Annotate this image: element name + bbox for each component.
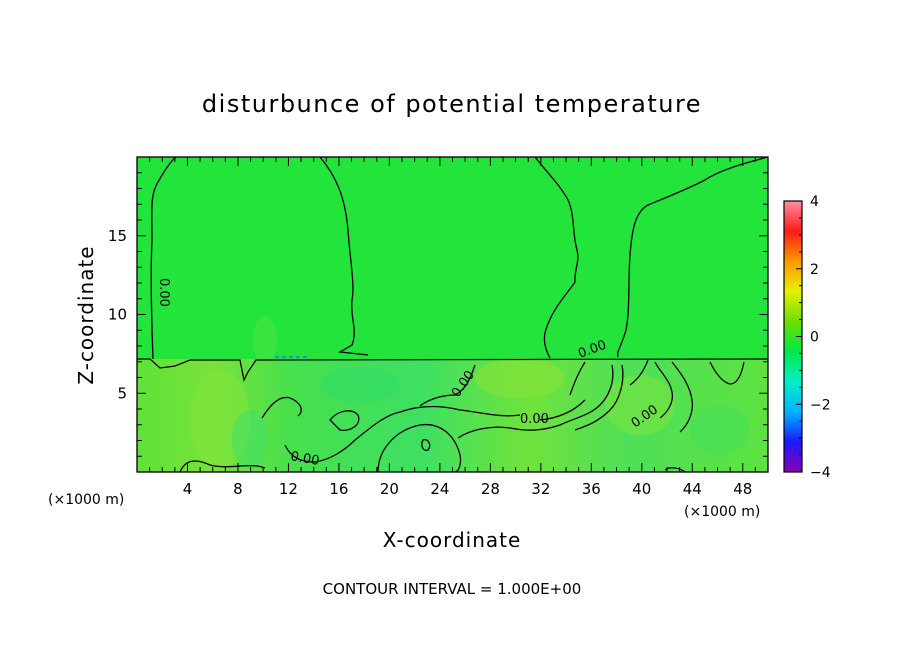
field-patch	[232, 410, 268, 470]
contour-label: 0.00	[520, 412, 549, 427]
x-tick-label: 20	[380, 480, 399, 498]
contour-interface	[137, 358, 768, 382]
x-tick-label: 8	[233, 480, 243, 498]
contour-lines	[137, 157, 768, 472]
x-unit-left: (×1000 m)	[48, 492, 124, 508]
field-patch	[605, 375, 675, 435]
x-tick-label: 36	[582, 480, 601, 498]
contour-lower-4	[419, 364, 614, 439]
field-patch	[320, 367, 400, 403]
plot-area: 0.00 0.00 0.00 0.00 0.00 0.00	[137, 157, 768, 472]
contour-upper-mid	[534, 157, 579, 359]
contour-label: 0.00	[289, 449, 320, 469]
colorbar-tick-label: 0	[810, 330, 819, 346]
colorbar-tick-label: 2	[810, 262, 819, 278]
upper-layer-field	[137, 157, 768, 359]
x-tick-label: 24	[430, 480, 449, 498]
colorbar: −4 −2 0 2 4	[783, 194, 831, 481]
colorbar-tick-label: −4	[810, 465, 831, 481]
contour-label: 0.00	[156, 278, 171, 307]
contour-lower-9	[709, 361, 745, 385]
x-tick-label: 28	[481, 480, 500, 498]
colorbar-ticks: −4 −2 0 2 4	[796, 194, 831, 481]
x-tick-label: 4	[183, 480, 193, 498]
colorbar-tick-label: −2	[810, 397, 831, 413]
chart-title: disturbunce of potential temperature	[202, 90, 702, 118]
contour-interval-note: CONTOUR INTERVAL = 1.000E+00	[323, 580, 582, 598]
y-tick-label: 15	[108, 227, 127, 245]
field-patch	[253, 316, 277, 364]
x-tick-label: 44	[683, 480, 702, 498]
contour-lower-2	[261, 396, 521, 463]
field-patch	[690, 405, 750, 455]
x-unit-right: (×1000 m)	[684, 504, 760, 520]
contour-lower-10	[664, 467, 686, 472]
contour-lower-7	[539, 364, 624, 431]
y-tick-label: 5	[117, 384, 127, 402]
contour-lower-3	[329, 410, 360, 431]
contour-lower-1	[179, 460, 266, 472]
y-tick-label: 10	[108, 306, 127, 324]
x-tick-label: 16	[329, 480, 348, 498]
x-tick-label: 48	[733, 480, 752, 498]
x-axis-label: X-coordinate	[383, 528, 522, 552]
contour-upper-right	[616, 157, 768, 358]
y-axis-label: Z-coordinate	[74, 245, 98, 384]
contour-upper-left	[150, 157, 369, 360]
field-patch	[475, 358, 565, 398]
colorbar-tick-label: 4	[810, 194, 819, 210]
x-tick-label: 12	[279, 480, 298, 498]
x-tick-label: 32	[531, 480, 550, 498]
contour-lower-6	[421, 439, 431, 451]
contour-lower-8	[569, 359, 694, 433]
x-tick-label: 40	[632, 480, 651, 498]
contour-lower-5	[377, 423, 462, 472]
